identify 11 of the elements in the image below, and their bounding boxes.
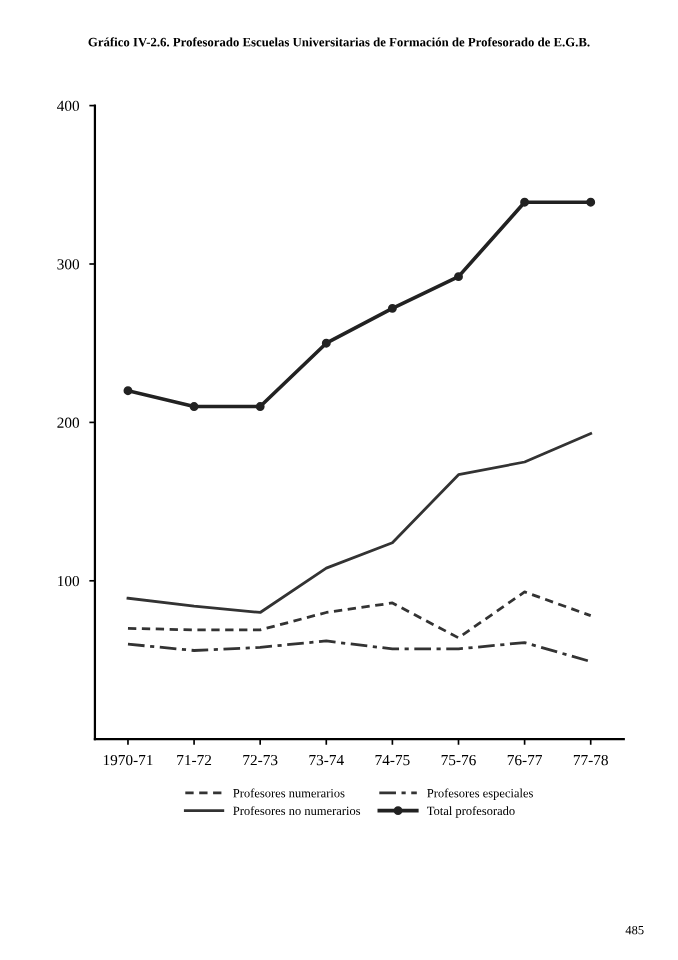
- point: [189, 402, 199, 412]
- point: [387, 303, 397, 313]
- point: [255, 402, 265, 412]
- point: [454, 272, 463, 282]
- line-series: [126, 590, 593, 640]
- point: [586, 197, 596, 207]
- point: [321, 338, 331, 348]
- line-series: [126, 639, 593, 663]
- point: [123, 386, 133, 396]
- line-series: [126, 432, 593, 614]
- point: [520, 197, 530, 207]
